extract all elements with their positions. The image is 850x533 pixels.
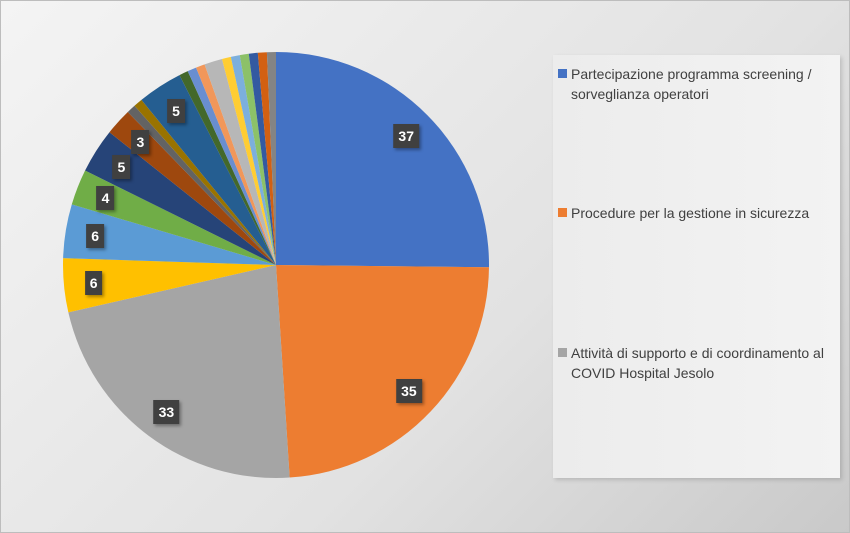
data-label-10: 5 <box>167 99 185 124</box>
pie-slice-2 <box>68 265 290 478</box>
pie-slice-20 <box>266 52 276 265</box>
legend-label: Partecipazione programma screening / sor… <box>571 66 812 102</box>
pie-slice-11 <box>179 71 276 265</box>
pie-slice-19 <box>257 52 276 266</box>
pie-slice-6 <box>85 132 277 265</box>
legend-label: Procedure per la gestione in sicurezza <box>571 205 810 221</box>
legend-label: Attività di supporto e di coordinamento … <box>571 345 824 381</box>
pie-slice-7 <box>109 111 276 266</box>
data-label-2: 33 <box>153 399 180 424</box>
data-label-5: 4 <box>96 186 115 211</box>
pie-slice-4 <box>63 204 276 265</box>
pie-slice-14 <box>204 58 276 266</box>
data-label-4: 6 <box>86 223 105 248</box>
pie-slice-13 <box>196 64 276 266</box>
pie-slice-3 <box>63 258 276 313</box>
legend-item-procedure: Procedure per la gestione in sicurezza <box>558 203 838 223</box>
pie-slice-0 <box>276 52 489 268</box>
pie-slice-9 <box>134 99 276 265</box>
pie-slice-15 <box>221 56 276 265</box>
pie-slice-16 <box>230 55 276 266</box>
legend-item-covid-hospital: Attività di supporto e di coordinamento … <box>558 343 838 383</box>
legend: Partecipazione programma screening / sor… <box>553 55 840 478</box>
pie-slice-8 <box>127 105 277 266</box>
data-label-3: 6 <box>84 270 103 295</box>
pie-slice-1 <box>276 265 489 478</box>
legend-swatch <box>558 348 567 357</box>
pie-slice-5 <box>71 170 277 265</box>
pie-slice-18 <box>248 52 276 266</box>
pie-slice-12 <box>187 67 276 265</box>
data-label-6: 5 <box>112 154 131 179</box>
legend-item-screening: Partecipazione programma screening / sor… <box>558 64 838 104</box>
legend-swatch <box>558 69 567 78</box>
pie-slice-17 <box>239 53 276 266</box>
data-label-7: 3 <box>131 129 150 154</box>
data-label-1: 35 <box>396 379 422 404</box>
legend-swatch <box>558 208 567 217</box>
data-label-0: 37 <box>393 124 419 149</box>
